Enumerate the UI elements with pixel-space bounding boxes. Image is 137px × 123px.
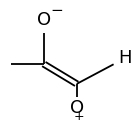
Text: O: O — [37, 11, 51, 29]
Text: O: O — [70, 99, 84, 117]
Text: H: H — [118, 49, 131, 67]
Text: −: − — [50, 3, 63, 18]
Text: +: + — [73, 110, 84, 123]
